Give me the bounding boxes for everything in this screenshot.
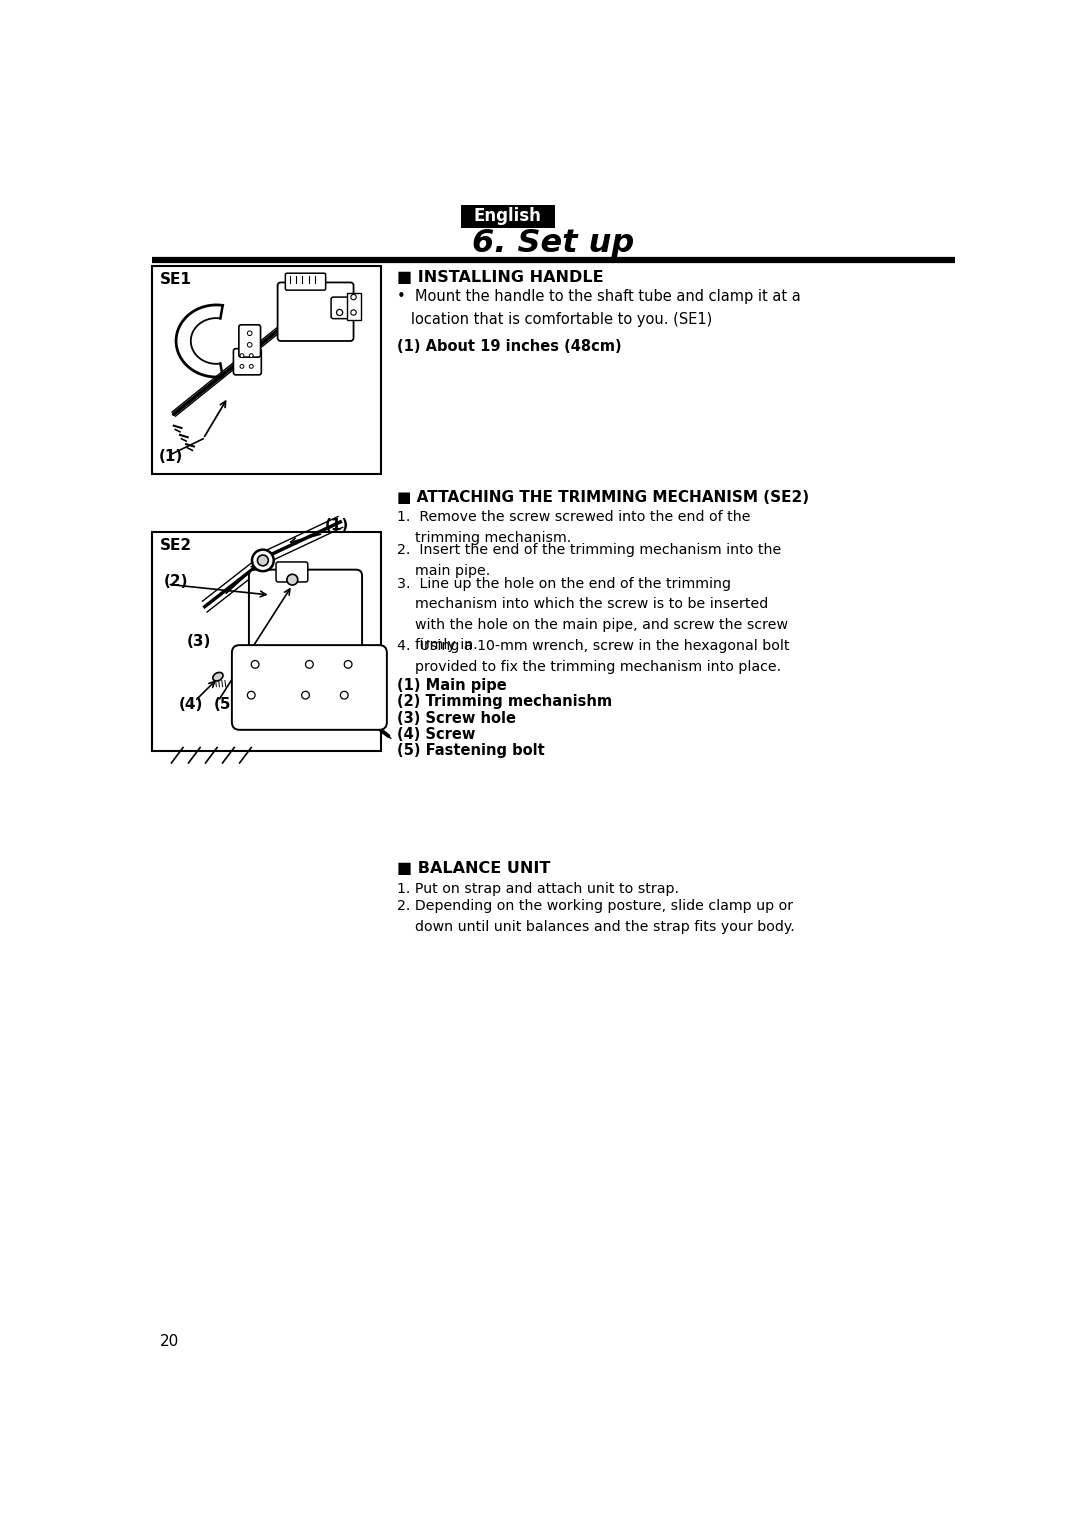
Text: (4): (4) [179, 697, 203, 713]
Circle shape [287, 574, 298, 584]
Text: •  Mount the handle to the shaft tube and clamp it at a
   location that is comf: • Mount the handle to the shaft tube and… [397, 290, 800, 327]
Text: (3): (3) [187, 635, 212, 650]
Circle shape [240, 354, 244, 357]
Text: (1): (1) [159, 449, 183, 464]
Text: (1) Main pipe: (1) Main pipe [397, 678, 507, 693]
Bar [152, 266, 380, 475]
Text: (2): (2) [164, 574, 188, 589]
Circle shape [340, 691, 348, 699]
Text: 4.  Using a 10-mm wrench, screw in the hexagonal bolt
    provided to fix the tr: 4. Using a 10-mm wrench, screw in the he… [397, 639, 789, 673]
Text: 2.  Insert the end of the trimming mechanism into the
    main pipe.: 2. Insert the end of the trimming mechan… [397, 543, 781, 578]
Circle shape [249, 365, 253, 368]
Text: 20: 20 [160, 1334, 179, 1349]
Circle shape [249, 354, 253, 357]
Circle shape [252, 661, 259, 668]
Circle shape [301, 691, 309, 699]
Text: ■ INSTALLING HANDLE: ■ INSTALLING HANDLE [397, 270, 604, 285]
FancyBboxPatch shape [276, 562, 308, 581]
Text: ■ ATTACHING THE TRIMMING MECHANISM (SE2): ■ ATTACHING THE TRIMMING MECHANISM (SE2) [397, 490, 809, 505]
Bar [347, 293, 361, 320]
Ellipse shape [213, 673, 222, 681]
Circle shape [351, 310, 356, 316]
Circle shape [306, 661, 313, 668]
Text: (3) Screw hole: (3) Screw hole [397, 711, 516, 725]
Circle shape [337, 310, 342, 316]
Circle shape [257, 555, 268, 566]
Text: 1. Put on strap and attach unit to strap.: 1. Put on strap and attach unit to strap… [397, 882, 679, 896]
Text: 2. Depending on the working posture, slide clamp up or
    down until unit balan: 2. Depending on the working posture, sli… [397, 899, 795, 934]
Circle shape [345, 661, 352, 668]
Text: (5): (5) [214, 697, 239, 713]
Text: 3.  Line up the hole on the end of the trimming
    mechanism into which the scr: 3. Line up the hole on the end of the tr… [397, 577, 788, 653]
Circle shape [240, 365, 244, 368]
Text: English: English [474, 208, 542, 226]
FancyBboxPatch shape [239, 325, 260, 357]
Circle shape [252, 549, 273, 571]
Text: SE1: SE1 [160, 273, 191, 287]
FancyBboxPatch shape [285, 273, 326, 290]
Text: 1.  Remove the screw screwed into the end of the
    trimming mechanism.: 1. Remove the screw screwed into the end… [397, 510, 751, 545]
Text: ■ BALANCE UNIT: ■ BALANCE UNIT [397, 861, 551, 876]
Text: 6. Set up: 6. Set up [472, 227, 635, 259]
Bar [152, 533, 380, 751]
Text: (1): (1) [325, 517, 349, 533]
Circle shape [247, 342, 252, 346]
Text: (4) Screw: (4) Screw [397, 726, 475, 742]
Text: (1) About 19 inches (48cm): (1) About 19 inches (48cm) [397, 339, 622, 354]
Text: SE2: SE2 [160, 539, 192, 552]
Text: (5) Fastening bolt: (5) Fastening bolt [397, 743, 544, 758]
Circle shape [247, 691, 255, 699]
FancyBboxPatch shape [232, 645, 387, 729]
FancyBboxPatch shape [278, 282, 353, 340]
Bar [460, 204, 555, 227]
FancyBboxPatch shape [233, 348, 261, 375]
Text: (2) Trimming mechanishm: (2) Trimming mechanishm [397, 694, 612, 710]
Circle shape [247, 331, 252, 336]
FancyBboxPatch shape [332, 298, 355, 319]
FancyBboxPatch shape [248, 569, 362, 667]
Circle shape [351, 295, 356, 299]
